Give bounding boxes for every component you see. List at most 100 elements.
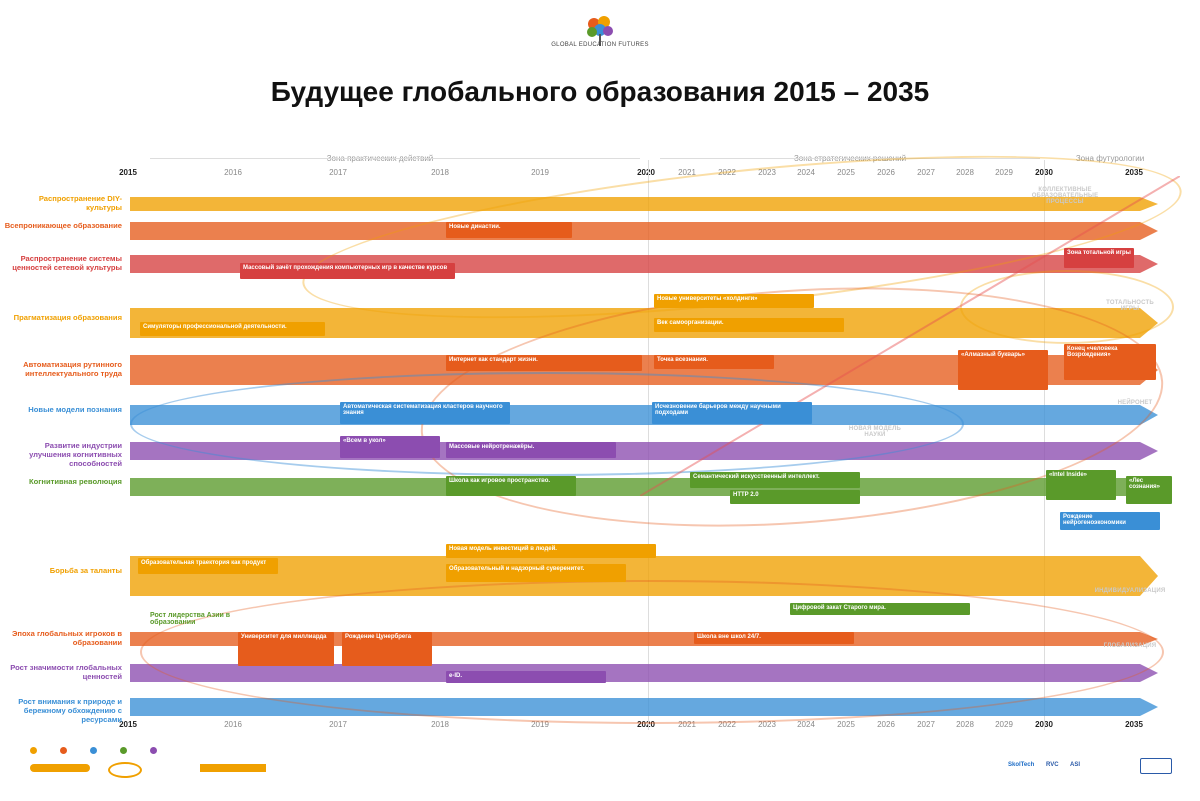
year-tick: 2022 [718,168,736,177]
row-label-science: Новые модели познания [28,405,122,414]
card-new-universities: Новые университеты «холдинги» [654,294,814,308]
year-tick: 2025 [837,168,855,177]
row-label-cogrev: Когнитивная революция [28,477,122,486]
sponsor-rvc: RVC [1046,762,1059,768]
card-injection: «Всем в укол» [340,436,440,458]
lane-ubiq [130,222,1140,240]
year-tick: 2018 [431,720,449,729]
year-tick: 2018 [431,168,449,177]
row-label-autom: Автоматизация рутинного интеллектуальног… [23,360,122,378]
year-tick: 2020 [637,168,655,177]
year-tick: 2035 [1125,168,1143,177]
year-tick: 2026 [877,720,895,729]
card-self-organization: Век самоорганизации. [654,318,844,332]
lane-diy [130,197,1140,211]
card-neurogeno: Рождение нейрогеноэкономики [1060,512,1160,530]
year-tick: 2026 [877,168,895,177]
year-tick: 2028 [956,168,974,177]
card-renaissance-end: Конец «человека Возрождения» [1064,344,1156,380]
lane-arrow-ubiq [1140,222,1158,240]
card-auto-systematization: Автоматическая систематизация кластеров … [340,402,510,424]
year-tick: 2023 [758,168,776,177]
year-tick: 2024 [797,168,815,177]
annotation-indiv: ИНДИВИДУАЛИЗАЦИЯ [1094,588,1166,594]
card-intel-inside: «Intel Inside» [1046,470,1116,500]
card-forest-mind: «Лес сознания» [1126,476,1172,504]
footer-notes-2 [520,745,630,785]
year-tick: 2024 [797,720,815,729]
ellipse-science [130,372,964,476]
card-new-dynasties: Новые династии. [446,222,572,238]
card-trajectory: Образовательная траектория как продукт [138,558,278,574]
lane-cogrev [130,478,1140,496]
row-label-global: Эпоха глобальных игроков в образовании [11,629,122,647]
year-tick: 2019 [531,720,549,729]
card-investment-model: Новая модель инвестиций в людей. [446,544,656,558]
year-tick: 2016 [224,720,242,729]
year-tick: 2021 [678,720,696,729]
year-tick: 2022 [718,720,736,729]
card-total-game: Зона тотальной игры [1064,248,1134,268]
card-school-game: Школа как игровое пространство. [446,476,576,496]
asia-leadership-label: Рост лидерства Азии в образовании [150,612,231,626]
card-internet-standard: Интернет как стандарт жизни. [446,355,642,371]
year-tick: 2021 [678,168,696,177]
legend-ellipse [108,762,142,778]
row-label-nature: Рост внимания к природе и бережному обхо… [18,697,122,724]
legend-3 [90,747,99,754]
year-tick: 2025 [837,720,855,729]
card-university-billion: Университет для миллиарда [238,632,334,666]
card-digital-sunset: Цифровой закат Старого мира. [790,603,970,615]
card-games-as-courses: Массовый зачёт прохождения компьютерных … [240,263,455,279]
footer-notes-4 [775,745,975,785]
year-tick: 2028 [956,720,974,729]
card-school-24-7: Школа вне школ 24/7. [694,632,854,644]
card-tsunerberg: Рождение Цунербрега [342,632,432,666]
card-http2: HTTP 2.0 [730,490,860,504]
lane-arrow-network [1140,255,1158,273]
lane-arrow-nature [1140,698,1158,716]
legend-1 [30,747,39,754]
year-tick: 2020 [637,720,655,729]
year-tick: 2017 [329,720,347,729]
year-tick: 2029 [995,168,1013,177]
year-tick: 2027 [917,720,935,729]
year-tick: 2019 [531,168,549,177]
legend-box [200,764,266,772]
logo-text: GLOBAL EDUCATION FUTURES [551,42,649,48]
footer-notes-3 [645,745,765,785]
sponsor-skoltech: SkolTech [1008,762,1035,768]
row-label-cognitive: Развитие индустрии улучшения когнитивных… [29,441,122,468]
card-diamond-primer: «Алмазный букварь» [958,350,1048,390]
legend-band [30,764,90,772]
year-tick: 2017 [329,168,347,177]
year-tick: 2035 [1125,720,1143,729]
row-label-network: Распространение системы ценностей сетево… [12,254,122,272]
lane-arrow-diy [1140,197,1158,211]
ellipse-game [960,270,1174,344]
row-label-globalval: Рост значимости глобальных ценностей [10,663,122,681]
legend-5 [150,747,159,754]
card-omniscience: Точка всезнания. [654,355,774,369]
year-tick: 2029 [995,720,1013,729]
tree-logo-icon [587,16,613,46]
row-label-talent: Борьба за таланты [49,566,122,575]
lane-arrow-cognitive [1140,442,1158,460]
page-title: Будущее глобального образования 2015 – 2… [270,76,930,107]
year-tick: 2016 [224,168,242,177]
row-label-ubiq: Всепроникающее образование [4,221,122,230]
annotation-collective: КОЛЛЕКТИВНЫЕ ОБРАЗОВАТЕЛЬНЫЕ ПРОЦЕССЫ [1031,187,1099,205]
legend-4 [120,747,129,754]
card-simulators: Симуляторы профессиональной деятельности… [140,322,325,336]
year-tick: 2015 [119,168,137,177]
sponsor-asi: ASI [1070,762,1081,768]
annotation-neuronet: НЕЙРОНЕТ [1117,400,1153,406]
lane-arrow-science [1140,405,1158,425]
year-tick: 2015 [119,720,137,729]
sponsor-logo-icon [1140,758,1172,774]
annotation-science: НОВАЯ МОДЕЛЬ НАУКИ [848,426,902,438]
ellipse-global [140,580,1164,724]
card-sovereignty: Образовательный и надзорный суверенитет. [446,564,626,582]
legend-2 [60,747,69,754]
annotation-globalization: ГЛОБАЛИЗАЦИЯ [1103,643,1157,649]
